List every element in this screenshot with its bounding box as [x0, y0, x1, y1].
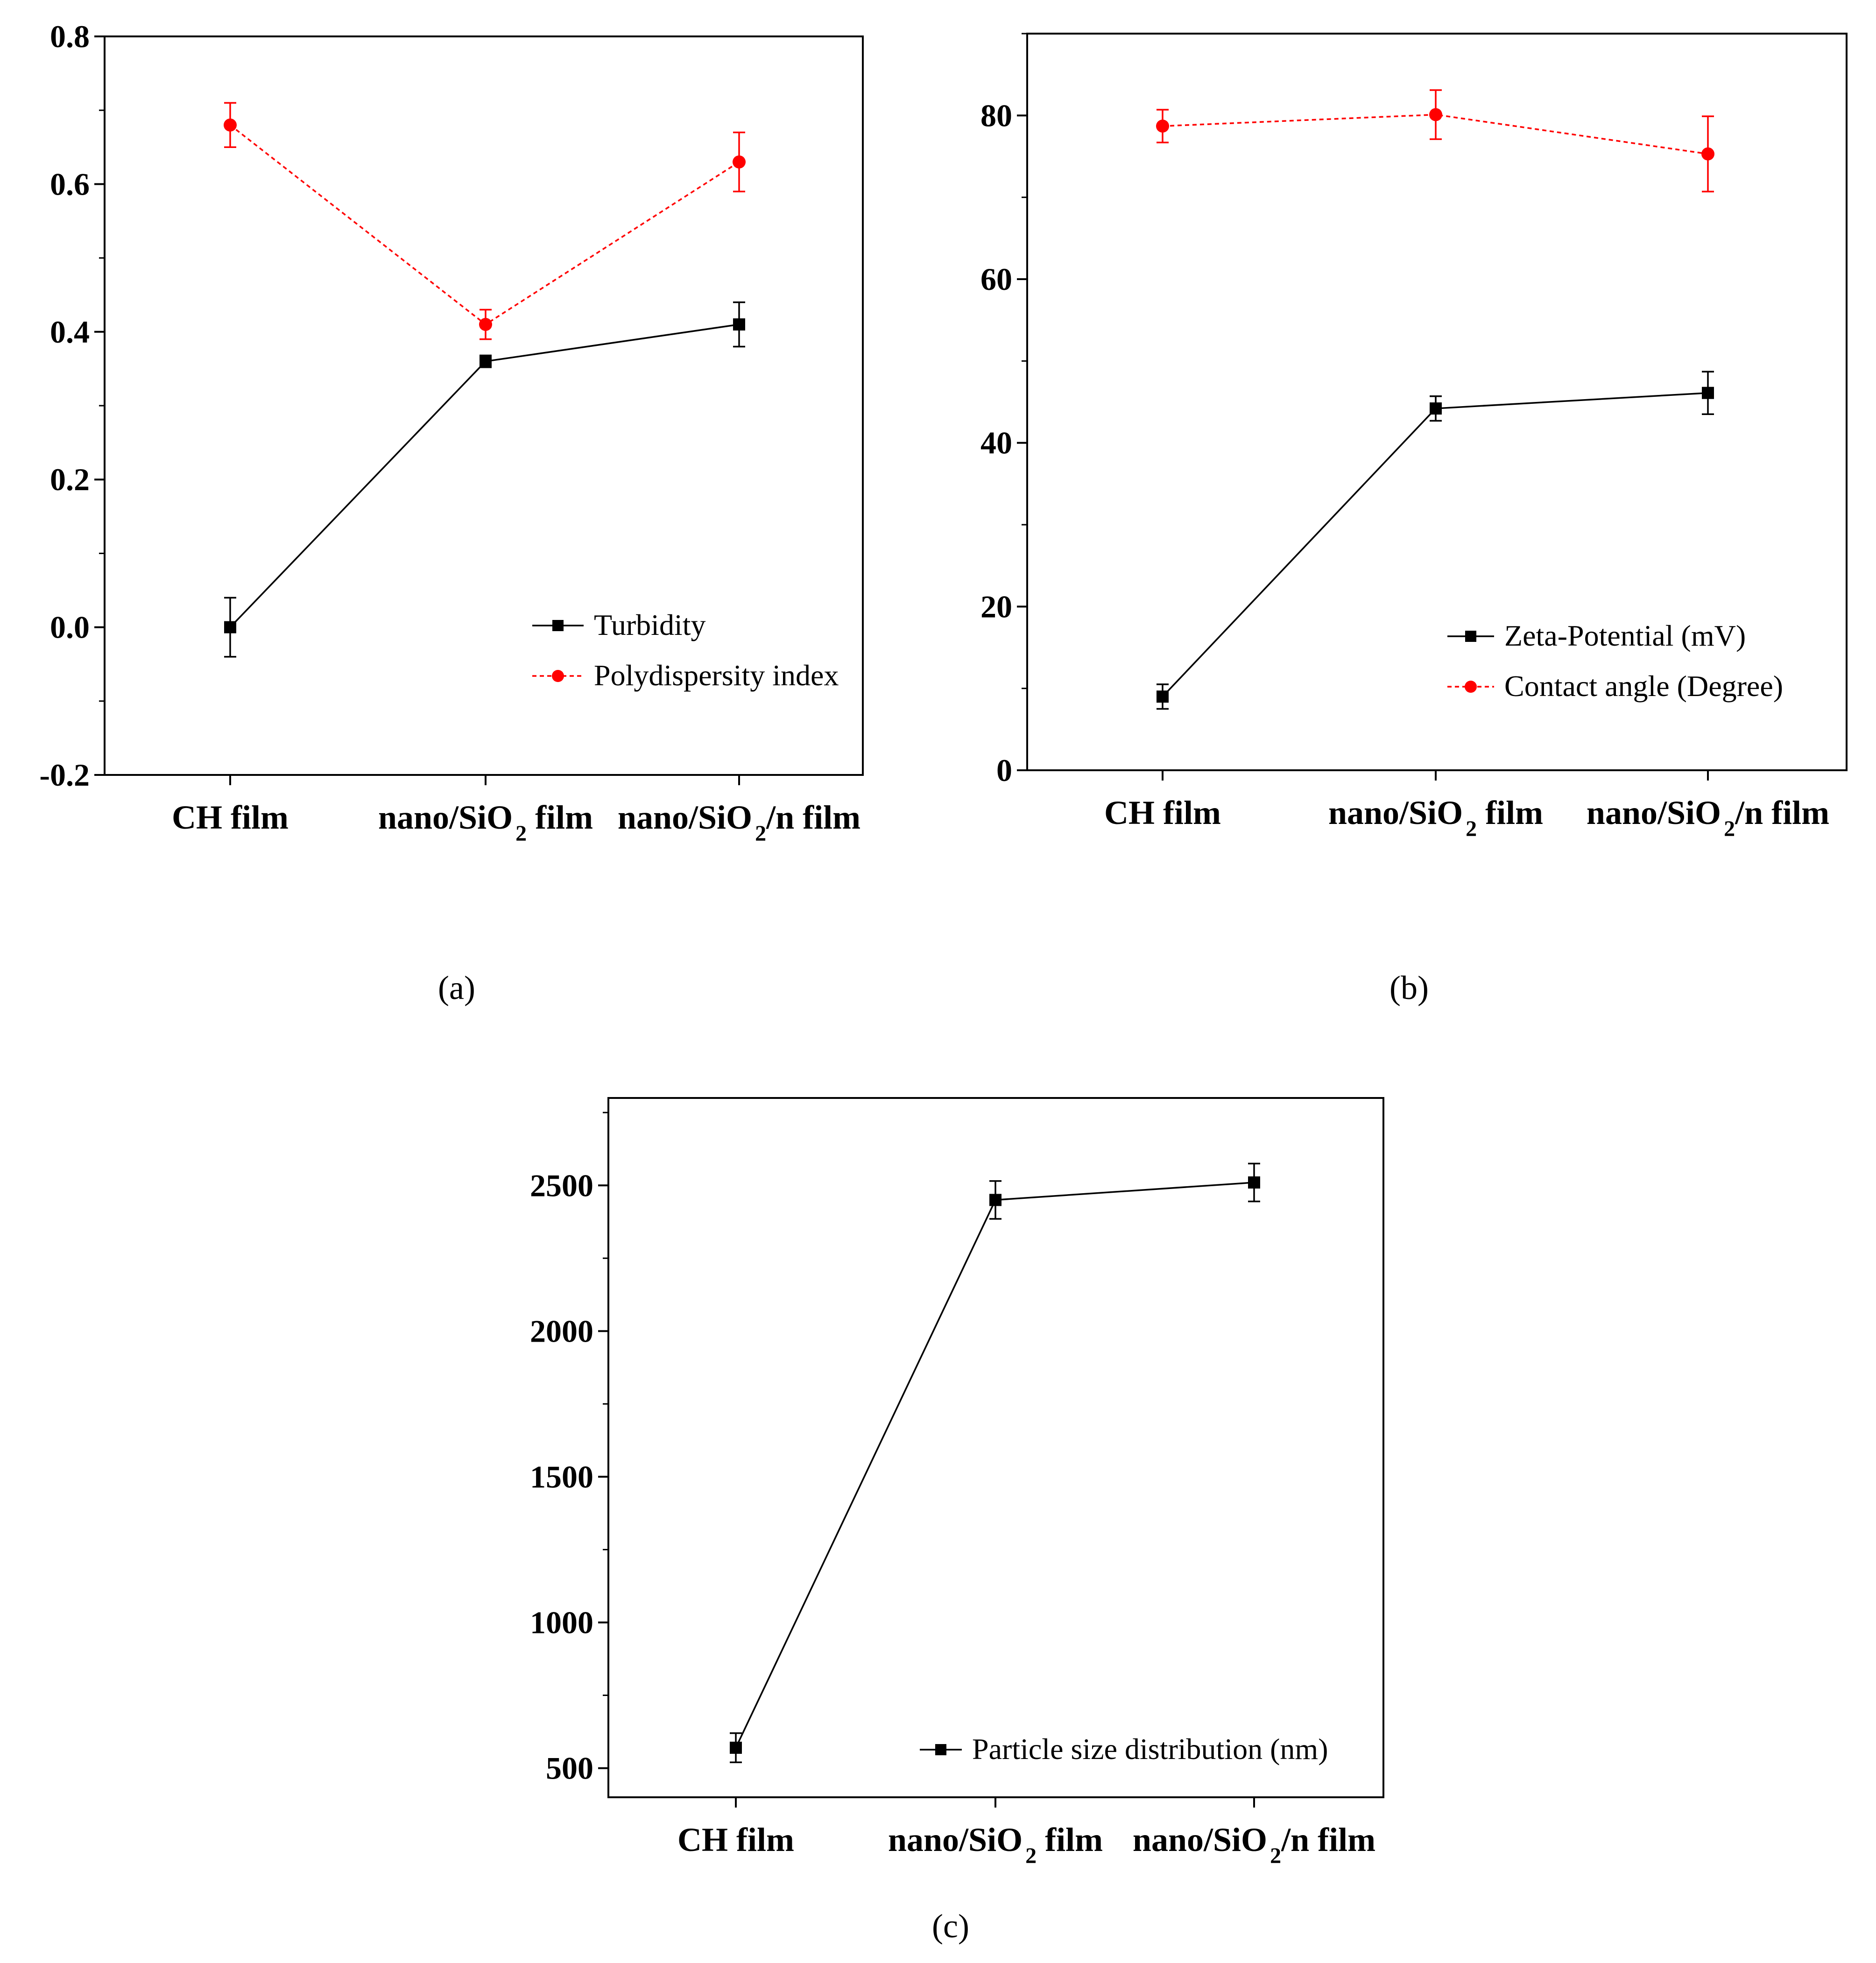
y-tick-label: 20 — [980, 589, 1012, 624]
x-category-label: nano/SiO 2/n film — [1587, 794, 1829, 841]
y-tick-label: -0.2 — [39, 757, 90, 793]
y-tick-label: 2500 — [530, 1168, 593, 1203]
x-category-label: nano/SiO 2/n film — [618, 799, 860, 846]
data-point — [1248, 1176, 1260, 1189]
legend-label: Zeta-Potential (mV) — [1504, 619, 1746, 652]
data-point — [733, 318, 745, 331]
data-point — [730, 1741, 742, 1754]
legend-label: Polydispersity index — [594, 659, 839, 692]
y-tick-label: 40 — [980, 425, 1012, 461]
x-category-label: CH film — [1104, 794, 1221, 831]
legend-marker — [552, 620, 564, 631]
panel-b: 0 20 40 60 80 CH film nano/SiO 2 film nano/SiO … — [980, 33, 1848, 1006]
y-tick-label: 0 — [996, 753, 1012, 788]
data-point — [1702, 387, 1714, 399]
series-line — [229, 124, 740, 326]
y-tick-label: 500 — [546, 1751, 593, 1786]
y-tick-label: 0.6 — [50, 166, 90, 202]
x-category-label: nano/SiO 2 film — [888, 1821, 1103, 1868]
panel-caption: (b) — [1389, 969, 1429, 1006]
data-point — [733, 155, 746, 169]
data-point — [1430, 402, 1442, 415]
data-point — [1156, 120, 1169, 133]
data-point — [1429, 108, 1442, 121]
data-point — [1701, 147, 1714, 161]
y-tick-label: 60 — [980, 261, 1012, 297]
panel-c: 500 1000 1500 2000 2500 CH film nano/SiO 2 fil… — [530, 1097, 1384, 1945]
x-category-label: nano/SiO 2 film — [378, 799, 593, 846]
y-tick-label: 0.4 — [50, 314, 90, 350]
legend-label: Particle size distribution (nm) — [972, 1732, 1328, 1766]
panel-caption: (a) — [438, 969, 475, 1006]
y-tick-label: 0.8 — [50, 19, 90, 54]
panel-a: -0.2 0.0 0.2 0.4 0.6 0.8 CH film nano/SiO 2 fil… — [39, 19, 864, 1006]
legend-marker — [935, 1744, 946, 1755]
y-tick-label: 0.0 — [50, 610, 90, 645]
y-tick-label: 1000 — [530, 1605, 593, 1640]
panel-caption: (c) — [932, 1907, 969, 1945]
legend-marker — [1465, 631, 1476, 642]
legend-label: Turbidity — [594, 608, 706, 641]
data-point — [989, 1194, 1001, 1206]
x-category-label: CH film — [172, 799, 289, 836]
series-line — [1162, 113, 1708, 155]
plot-frame — [1026, 33, 1848, 771]
series-line — [229, 324, 740, 628]
y-tick-label: 1500 — [530, 1459, 593, 1494]
data-point — [224, 118, 237, 132]
legend-label: Contact angle (Degree) — [1504, 669, 1783, 703]
y-tick-label: 0.2 — [50, 462, 90, 497]
data-point — [479, 317, 492, 331]
y-tick-label: 80 — [980, 98, 1012, 133]
y-tick-label: 2000 — [530, 1313, 593, 1349]
x-category-label: nano/SiO 2/n film — [1133, 1821, 1375, 1868]
series-line — [735, 1182, 1255, 1748]
data-point — [224, 621, 236, 633]
x-category-label: CH film — [677, 1821, 794, 1858]
legend-marker — [1465, 681, 1477, 693]
data-point — [480, 355, 492, 368]
x-category-label: nano/SiO 2 film — [1328, 794, 1543, 841]
data-point — [1157, 690, 1169, 703]
legend-marker — [552, 670, 564, 682]
